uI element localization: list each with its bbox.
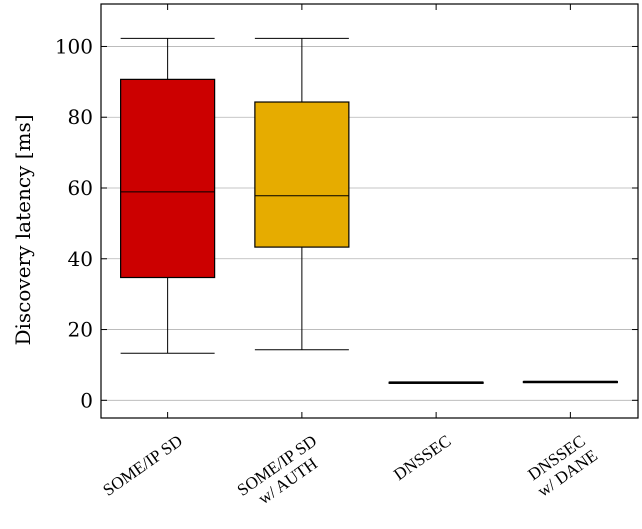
y-tick-label-100: 100 xyxy=(55,34,93,58)
x-tick-label-line-0-0: SOME/IP SD xyxy=(99,431,186,500)
box-iqr-0 xyxy=(120,78,216,279)
box-iqr-1 xyxy=(254,101,350,248)
box-layer xyxy=(120,37,618,384)
y-axis-title: Discovery latency [ms] xyxy=(11,114,35,345)
y-tick-label-60: 60 xyxy=(68,176,93,200)
x-tick-label-3: DNSSECw/ DANE xyxy=(523,430,601,500)
x-tick-label-1: SOME/IP SDw/ AUTH xyxy=(234,431,332,515)
x-tick-label-2: DNSSEC xyxy=(390,431,454,484)
box-2 xyxy=(388,381,484,384)
y-tick-label-40: 40 xyxy=(68,247,93,271)
y-tick-label-20: 20 xyxy=(68,318,93,342)
plot-frame xyxy=(100,3,639,419)
x-tick-label-line-2-0: DNSSEC xyxy=(390,431,454,484)
box-1 xyxy=(254,37,350,351)
box-3 xyxy=(522,380,618,384)
y-tick-label-0: 0 xyxy=(80,388,93,412)
box-0 xyxy=(120,37,216,354)
y-tick-label-80: 80 xyxy=(68,105,93,129)
x-tick-label-0: SOME/IP SD xyxy=(99,431,186,500)
